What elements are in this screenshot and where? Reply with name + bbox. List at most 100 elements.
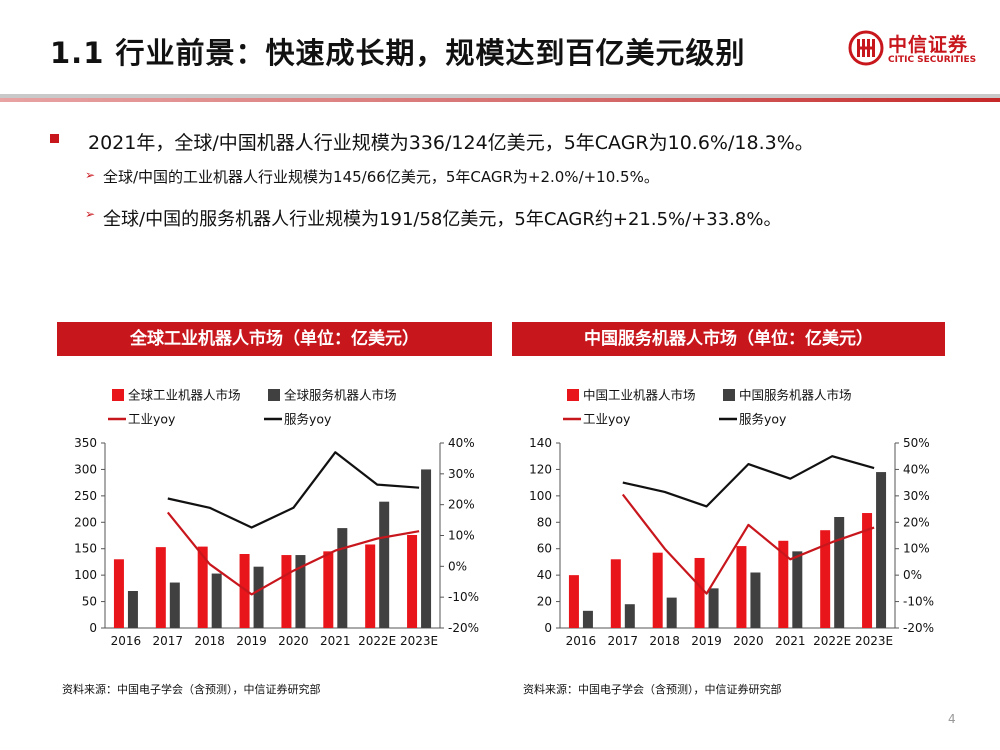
x-tick-label: 2020 (733, 634, 764, 648)
bar-industrial (694, 557, 705, 628)
y-tick-label-left: 0 (89, 621, 97, 635)
y-tick-label-right: 30% (903, 489, 930, 503)
y-tick-label-left: 300 (74, 462, 97, 476)
bar-industrial (610, 559, 621, 628)
bar-service (211, 573, 222, 628)
bar-industrial (652, 552, 663, 628)
line-service-yoy (167, 451, 420, 529)
chart-china: 中国工业机器人市场 中国服务机器人市场 工业yoy 服务yoy 0 20 40 60 80 100… (505, 375, 955, 665)
y-tick-label-right: -20% (448, 621, 479, 635)
y-tick-label-left: 100 (74, 568, 97, 582)
bar-service (708, 588, 719, 628)
legend-label: 工业yoy (128, 412, 176, 427)
line-service-yoy (622, 455, 875, 508)
chart-global: 全球工业机器人市场 全球服务机器人市场 工业yoy 服务yoy 0 50 100 150 200… (50, 375, 500, 665)
x-tick-label: 2016 (566, 634, 597, 648)
bar-service (127, 591, 138, 628)
logo-text-en: CITIC SECURITIES (888, 55, 977, 65)
y-tick-label-right: 30% (448, 467, 475, 481)
legend-swatch-1 (268, 389, 280, 401)
bullet-sub-industrial-text: 全球/中国的工业机器人行业规模为145/66亿美元，5年CAGR为+2.0%/+… (103, 168, 659, 186)
x-tick-label: 2023E (855, 634, 893, 648)
bar-service (337, 528, 348, 628)
x-tick-label: 2017 (153, 634, 184, 648)
bar-industrial (407, 534, 418, 628)
y-tick-label-right: 0% (903, 568, 922, 582)
bar-industrial (778, 540, 789, 628)
line-industrial-yoy (166, 511, 420, 596)
page-number: 4 (948, 712, 956, 726)
source-note-global: 资料来源：中国电子学会（含预测），中信证券研究部 (62, 683, 321, 696)
line-industrial-yoy (621, 493, 875, 595)
y-tick-label-right: 10% (448, 529, 475, 543)
x-tick-label: 2017 (608, 634, 639, 648)
y-tick-label-right: 40% (903, 462, 930, 476)
x-tick-label: 2022E (358, 634, 396, 648)
x-tick-label: 2023E (400, 634, 438, 648)
y-tick-label-right: 0% (448, 559, 467, 573)
legend-label: 中国工业机器人市场 (583, 388, 696, 403)
y-tick-label-left: 40 (537, 568, 552, 582)
x-tick-label: 2021 (775, 634, 806, 648)
bar-service (792, 551, 803, 628)
y-tick-label-left: 20 (537, 595, 552, 609)
bullet-sub-service-text: 全球/中国的服务机器人行业规模为191/58亿美元，5年CAGR约+21.5%/… (103, 209, 782, 230)
legend-label: 中国服务机器人市场 (739, 388, 852, 403)
bar-service (295, 555, 306, 628)
legend-label: 服务yoy (739, 412, 787, 427)
bar-service (624, 604, 635, 628)
legend-label: 全球工业机器人市场 (128, 388, 241, 403)
legend-label: 工业yoy (583, 412, 631, 427)
y-tick-label-left: 140 (529, 436, 552, 450)
y-tick-label-right: 50% (903, 436, 930, 450)
bar-industrial (568, 575, 579, 628)
legend-swatch-0 (112, 389, 124, 401)
bar-service (834, 517, 845, 628)
y-tick-label-left: 250 (74, 489, 97, 503)
bar-industrial (365, 544, 376, 628)
bar-service (253, 566, 264, 628)
x-tick-label: 2020 (278, 634, 309, 648)
legend-swatch-1 (723, 389, 735, 401)
y-tick-label-left: 50 (82, 595, 97, 609)
square-bullet-icon (50, 134, 59, 143)
y-tick-label-left: 0 (544, 621, 552, 635)
slide-header: 1.1 行业前景：快速成长期，规模达到百亿美元级别 中信证券 CITIC SEC… (0, 0, 1000, 100)
x-tick-label: 2016 (111, 634, 142, 648)
bar-industrial (239, 554, 250, 628)
bar-service (666, 597, 677, 628)
bar-service (421, 469, 432, 628)
y-tick-label-left: 150 (74, 542, 97, 556)
header-rule-grey (0, 94, 1000, 98)
bar-service (750, 572, 761, 628)
bar-service (169, 582, 180, 628)
y-tick-label-right: 20% (448, 498, 475, 512)
x-tick-label: 2019 (236, 634, 267, 648)
bar-industrial (155, 547, 166, 628)
y-tick-label-left: 120 (529, 462, 552, 476)
bar-service (876, 472, 887, 628)
y-tick-label-right: -10% (903, 595, 934, 609)
y-tick-label-right: 20% (903, 515, 930, 529)
citic-logo-icon (848, 30, 884, 66)
x-tick-label: 2018 (649, 634, 680, 648)
page-title: 1.1 行业前景：快速成长期，规模达到百亿美元级别 (50, 36, 746, 70)
bar-industrial (820, 530, 831, 628)
chart-title-global: 全球工业机器人市场（单位：亿美元） (57, 322, 492, 356)
x-tick-label: 2021 (320, 634, 351, 648)
header-rule-red (0, 98, 1000, 102)
arrow-bullet-icon: ➢ (85, 168, 96, 182)
arrow-bullet-icon: ➢ (85, 207, 96, 221)
x-tick-label: 2018 (194, 634, 225, 648)
chart-title-china: 中国服务机器人市场（单位：亿美元） (512, 322, 945, 356)
y-tick-label-right: -10% (448, 590, 479, 604)
legend-label: 服务yoy (284, 412, 332, 427)
x-tick-label: 2022E (813, 634, 851, 648)
legend-label: 全球服务机器人市场 (284, 388, 397, 403)
bar-industrial (197, 546, 208, 628)
y-tick-label-right: -20% (903, 621, 934, 635)
y-tick-label-right: 10% (903, 542, 930, 556)
y-tick-label-left: 60 (537, 542, 552, 556)
